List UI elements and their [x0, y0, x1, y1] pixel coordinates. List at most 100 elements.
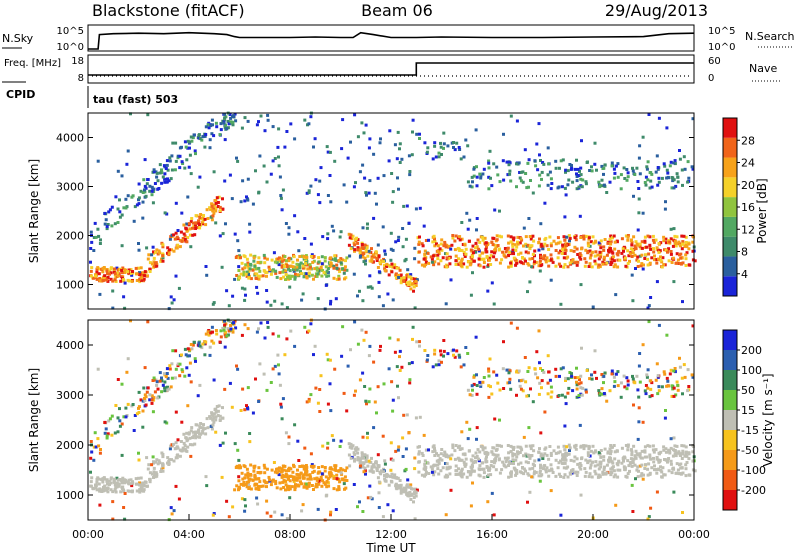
power-point — [294, 272, 297, 276]
power-point — [686, 180, 690, 184]
power-point — [447, 256, 451, 260]
velocity-point — [98, 489, 102, 493]
power-point — [233, 277, 237, 281]
power-point — [104, 218, 108, 222]
velocity-point — [618, 468, 622, 472]
velocity-point — [608, 389, 612, 393]
velocity-point — [448, 472, 452, 476]
power-point — [481, 251, 484, 255]
velocity-point — [459, 474, 463, 478]
velocity-point — [633, 381, 637, 385]
velocity-point — [616, 468, 620, 472]
velocity-point — [186, 347, 190, 351]
power-point — [161, 256, 165, 260]
velocity-point — [108, 483, 111, 486]
velocity-point — [182, 432, 186, 436]
velocity-point — [681, 449, 685, 453]
velocity-point — [201, 342, 205, 346]
power-point — [630, 243, 634, 247]
power-point — [186, 139, 190, 143]
velocity-point — [212, 416, 216, 420]
velocity-point — [664, 409, 667, 412]
velocity-point — [573, 376, 577, 380]
power-point — [209, 215, 213, 219]
velocity-point — [631, 458, 635, 462]
power-point — [168, 237, 172, 241]
velocity-point — [258, 362, 262, 366]
power-point — [262, 164, 266, 168]
velocity-point — [269, 381, 273, 384]
power-point — [237, 249, 241, 253]
power-point — [243, 255, 247, 259]
velocity-point — [478, 474, 482, 478]
velocity-point — [309, 464, 313, 468]
power-point — [622, 166, 626, 170]
velocity-point — [137, 405, 141, 409]
power-point — [538, 153, 541, 157]
power-point — [185, 240, 189, 244]
power-point — [185, 222, 189, 226]
power-point — [429, 255, 433, 259]
velocity-point — [511, 454, 515, 458]
power-point — [396, 130, 400, 134]
velocity-point — [518, 379, 522, 383]
velocity-point — [681, 392, 684, 396]
velocity-point — [588, 472, 592, 476]
velocity-point — [614, 503, 618, 507]
power-point — [432, 234, 436, 238]
power-point — [596, 265, 600, 269]
velocity-point — [559, 513, 563, 517]
power-point — [638, 172, 642, 176]
power-point — [138, 271, 141, 275]
power-point — [348, 236, 352, 240]
velocity-point — [542, 467, 545, 471]
velocity-point — [660, 470, 664, 474]
velocity-point — [122, 415, 126, 419]
velocity-point — [454, 473, 458, 476]
velocity-point — [246, 471, 250, 475]
velocity-point — [280, 469, 284, 473]
power-point — [454, 263, 458, 266]
velocity-point — [660, 385, 664, 389]
velocity-point — [437, 359, 441, 363]
velocity-point — [218, 340, 222, 344]
velocity-point — [287, 435, 291, 439]
velocity-point — [171, 349, 175, 353]
power-point — [693, 259, 697, 263]
power-point — [490, 281, 494, 285]
power-point — [437, 262, 441, 266]
power-point — [309, 255, 313, 258]
velocity-point — [681, 511, 684, 514]
velocity-point — [326, 477, 330, 481]
power-point — [376, 176, 380, 180]
power-point — [436, 257, 440, 261]
power-point — [507, 254, 510, 258]
power-point — [223, 126, 227, 129]
power-point — [389, 231, 393, 235]
power-point — [434, 155, 438, 159]
velocity-point — [319, 475, 323, 479]
power-point — [691, 117, 695, 121]
velocity-point — [152, 396, 156, 400]
power-point — [389, 264, 393, 268]
velocity-point — [183, 447, 187, 451]
power-point — [319, 265, 323, 269]
power-point — [583, 264, 587, 268]
power-point — [220, 265, 224, 269]
velocity-point — [559, 475, 563, 478]
power-point — [601, 262, 605, 266]
velocity-point — [343, 478, 347, 482]
velocity-point — [519, 446, 523, 450]
velocity-point — [487, 369, 491, 373]
velocity-point — [684, 463, 688, 467]
velocity-point — [105, 478, 109, 482]
velocity-point — [370, 469, 374, 473]
velocity-point — [478, 464, 482, 468]
power-point — [570, 164, 573, 167]
velocity-point — [678, 365, 682, 369]
power-point — [467, 260, 471, 264]
power-point — [383, 268, 387, 272]
velocity-point — [674, 454, 678, 458]
power-point — [341, 118, 345, 122]
power-point — [445, 243, 449, 247]
